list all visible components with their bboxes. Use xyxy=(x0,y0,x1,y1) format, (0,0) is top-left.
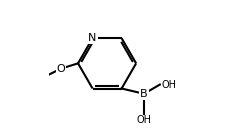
Text: OH: OH xyxy=(136,115,151,125)
Text: N: N xyxy=(88,33,96,43)
Text: O: O xyxy=(56,64,65,74)
Text: B: B xyxy=(140,89,147,99)
Text: OH: OH xyxy=(161,80,175,89)
